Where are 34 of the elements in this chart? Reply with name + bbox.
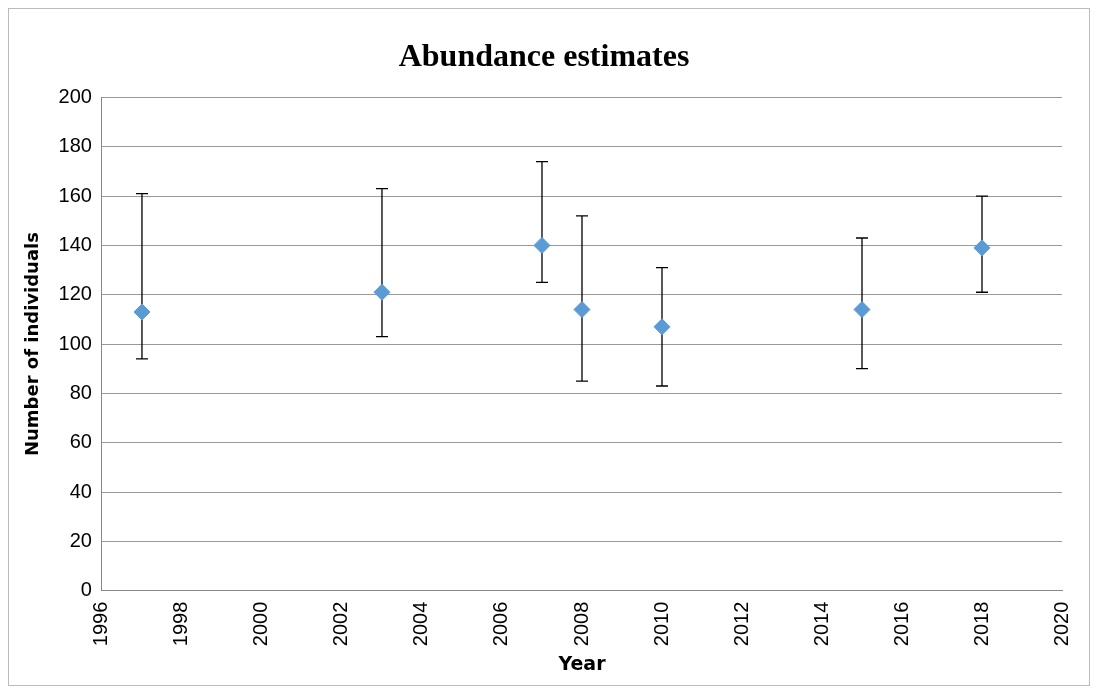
x-tick-label: 2010: [649, 601, 672, 647]
y-tick-label: 160: [58, 183, 92, 206]
point: [533, 236, 551, 254]
y-tick-label: 0: [80, 578, 92, 601]
y-tick-label: 100: [58, 331, 92, 354]
point: [133, 303, 151, 321]
x-tick-label: 2014: [809, 601, 832, 647]
y-tick-label: 80: [69, 380, 92, 403]
y-tick-label: 120: [58, 282, 92, 305]
y-axis-title: Number of individuals: [21, 232, 43, 457]
x-tick-label: 2002: [329, 601, 352, 647]
x-tick-label: 1998: [169, 601, 192, 647]
x-tick-label: 2000: [249, 601, 272, 647]
x-tick-label: 2016: [889, 601, 912, 647]
y-tick-label: 60: [69, 430, 92, 453]
x-tick-label: 2012: [729, 601, 752, 647]
point: [853, 301, 871, 319]
x-tick-label: 2006: [489, 601, 512, 647]
y-tick-label: 20: [69, 528, 92, 551]
point: [653, 318, 671, 336]
x-tick-label: 1996: [89, 601, 112, 647]
point: [573, 301, 591, 319]
y-tick-label: 200: [58, 84, 92, 107]
x-tick-label: 2018: [969, 601, 992, 647]
point: [973, 239, 991, 257]
x-tick-label: 2020: [1049, 601, 1072, 647]
point: [373, 283, 391, 301]
x-tick-label: 2008: [569, 601, 592, 647]
y-tick-label: 180: [58, 134, 92, 157]
y-tick-label: 140: [58, 232, 92, 255]
y-tick-label: 40: [69, 479, 92, 502]
chart-title: Abundance estimates: [398, 37, 690, 74]
x-tick-label: 2004: [409, 601, 432, 647]
x-axis-title: Year: [557, 651, 607, 674]
